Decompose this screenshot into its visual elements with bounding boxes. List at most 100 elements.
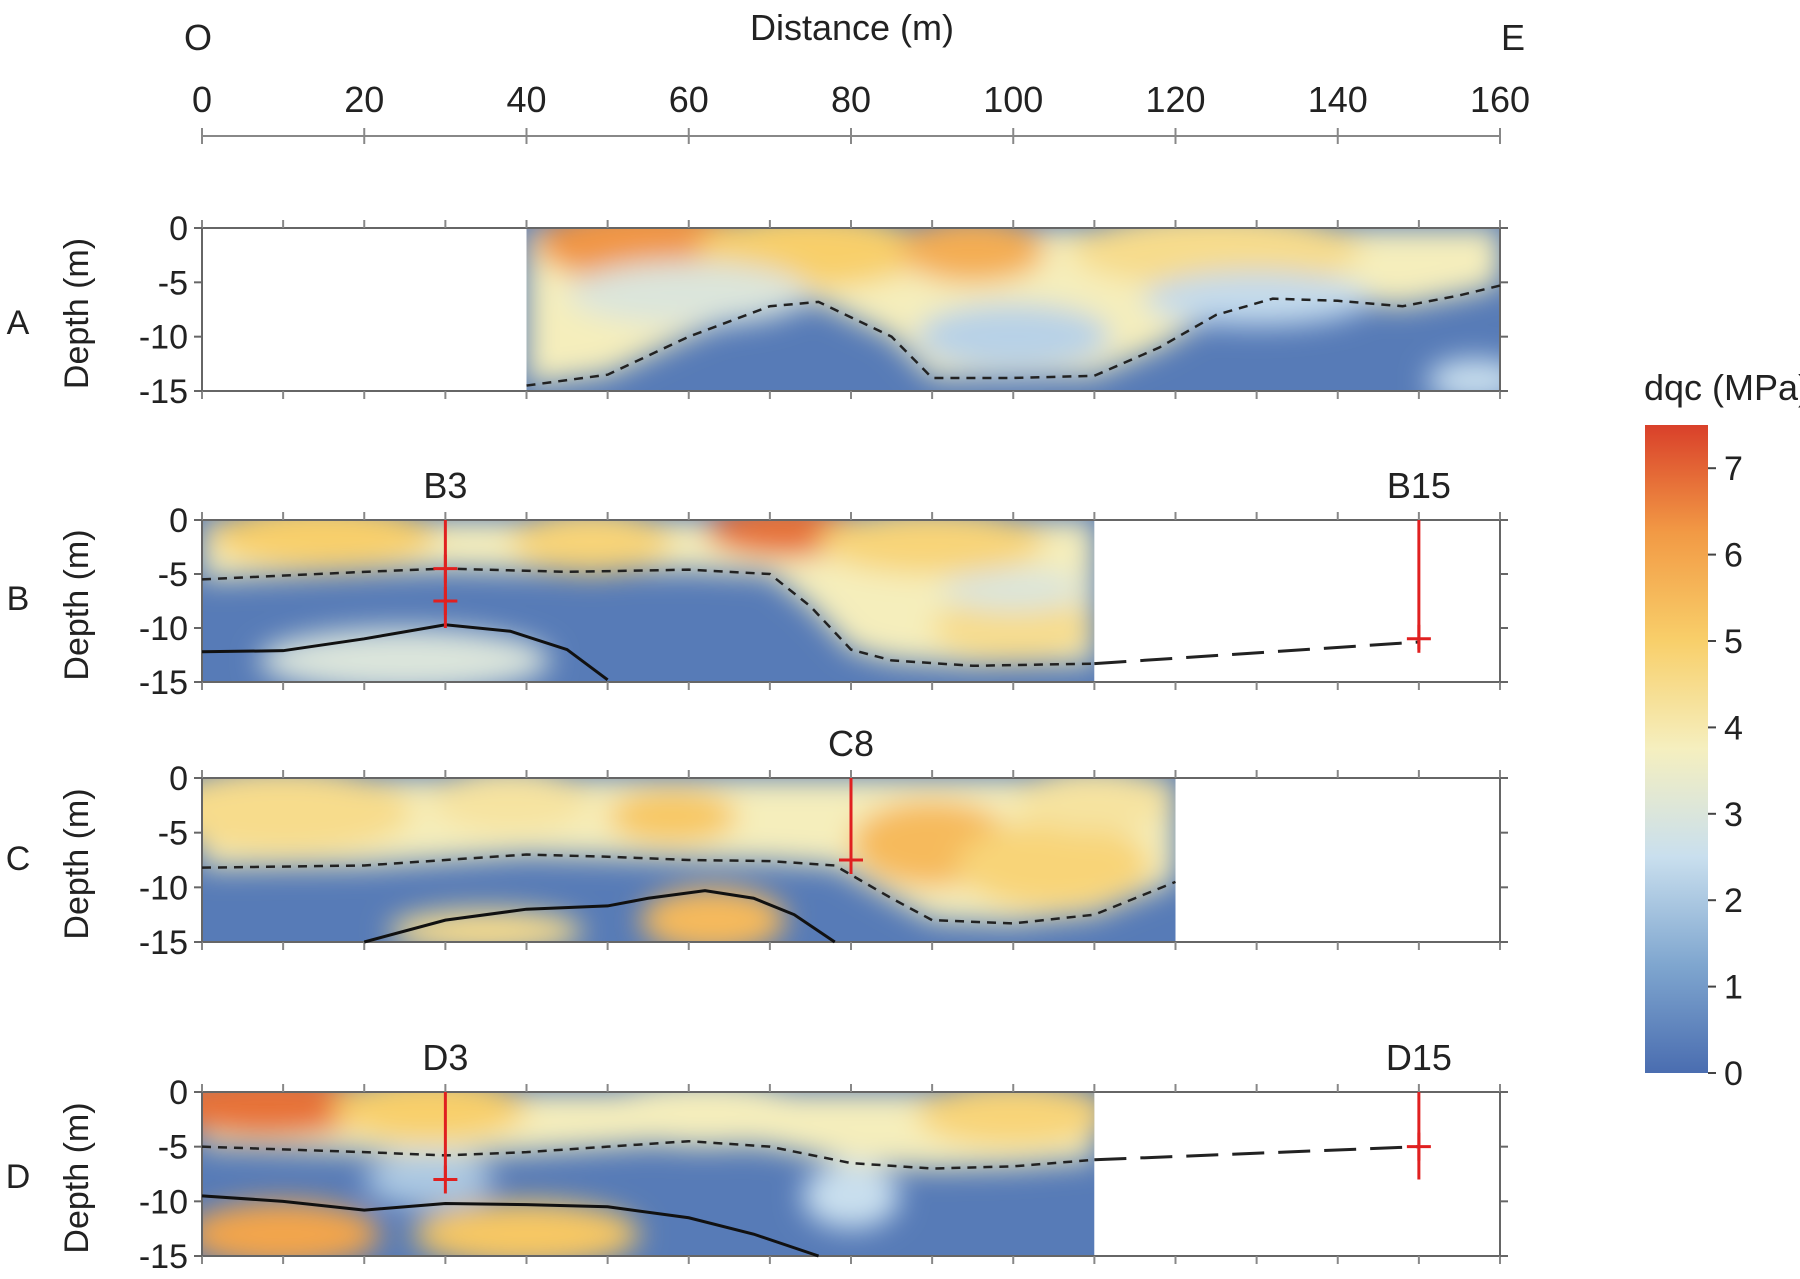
panel-letter: B bbox=[7, 580, 30, 618]
heatmap-blob bbox=[915, 304, 1111, 370]
depth-tick-label: -10 bbox=[139, 610, 188, 648]
dashed-boundary-line bbox=[201, 853, 1176, 925]
heatmap-field bbox=[202, 520, 1095, 682]
distance-axis-title: Distance (m) bbox=[750, 7, 954, 48]
panel-letter: D bbox=[6, 1158, 31, 1196]
panel-d: 0 -5 -10 -15 Depth (m) D D3 D15 bbox=[6, 1037, 1508, 1276]
distance-axis-ticks: 0 20 40 60 80 100 120 140 160 bbox=[192, 79, 1530, 144]
depth-tick-label: -5 bbox=[158, 264, 188, 302]
extrapolated-boundary-line bbox=[1094, 640, 1419, 666]
cpt-label: D15 bbox=[1386, 1037, 1452, 1078]
heatmap-blob bbox=[331, 1092, 527, 1142]
depth-axis-title: Depth (m) bbox=[58, 1102, 96, 1253]
depth-tick-label: 0 bbox=[169, 210, 188, 248]
heatmap-blob bbox=[258, 628, 551, 682]
depth-tick-label: -5 bbox=[158, 1129, 188, 1167]
heatmap-blob bbox=[510, 520, 673, 574]
depth-tick-label: -10 bbox=[139, 319, 188, 357]
heatmap-field bbox=[202, 778, 1176, 942]
heatmap-blob bbox=[802, 1163, 900, 1229]
colorbar-tick-label: 7 bbox=[1724, 450, 1743, 488]
heatmap-blobs bbox=[526, 228, 1500, 391]
distance-tick-label: 20 bbox=[344, 79, 384, 120]
depth-axis-title: Depth (m) bbox=[58, 238, 96, 389]
panel-a: 0 -5 -10 -15 Depth (m) A bbox=[7, 210, 1508, 411]
distance-tick-label: 120 bbox=[1145, 79, 1205, 120]
depth-tick-label: 0 bbox=[169, 502, 188, 540]
panel-c: 0 -5 -10 -15 Depth (m) C C8 bbox=[6, 723, 1508, 962]
depth-tick-label: -15 bbox=[139, 1238, 188, 1276]
origin-label: O bbox=[184, 17, 212, 58]
depth-tick-label: -15 bbox=[139, 664, 188, 702]
solid-boundary-line bbox=[201, 1194, 820, 1258]
heatmap-blobs bbox=[202, 778, 1176, 942]
distance-axis: Distance (m) O E 0 20 40 60 80 100 120 140 160 bbox=[184, 7, 1530, 144]
heatmap-blob bbox=[915, 1092, 1095, 1147]
colorbar-tick-label: 2 bbox=[1724, 882, 1743, 920]
cpt-label: D3 bbox=[422, 1037, 468, 1078]
distance-tick-label: 60 bbox=[669, 79, 709, 120]
heatmap-field bbox=[526, 228, 1500, 391]
depth-tick-label: -10 bbox=[139, 869, 188, 907]
colorbar-ticks: 0 1 2 3 4 5 6 7 bbox=[1708, 450, 1743, 1093]
depth-axis-title: Depth (m) bbox=[58, 788, 96, 939]
distance-tick-label: 160 bbox=[1470, 79, 1530, 120]
heatmap-blob bbox=[202, 778, 413, 855]
heatmap-blob bbox=[591, 1092, 819, 1147]
depth-axis-title: Depth (m) bbox=[58, 529, 96, 680]
heatmap-blob bbox=[1143, 271, 1371, 326]
heatmap-blob bbox=[956, 821, 1152, 910]
heatmap-blob bbox=[210, 520, 438, 569]
distance-tick-label: 140 bbox=[1308, 79, 1368, 120]
heatmap-blob bbox=[932, 595, 1095, 661]
heatmap-blob bbox=[202, 1201, 381, 1256]
colorbar-tick-label: 0 bbox=[1724, 1055, 1743, 1093]
distance-tick-label: 40 bbox=[506, 79, 546, 120]
cpt-label: B15 bbox=[1387, 465, 1451, 506]
colorbar-tick-label: 5 bbox=[1724, 623, 1743, 661]
depth-tick-label: -15 bbox=[139, 924, 188, 962]
extrapolated-boundary-line bbox=[1094, 1145, 1419, 1162]
depth-tick-label: 0 bbox=[169, 760, 188, 798]
dashed-boundary-line bbox=[201, 567, 1095, 668]
dashed-boundary-line bbox=[526, 284, 1501, 387]
heatmap-blob bbox=[940, 568, 1087, 612]
colorbar-tick-label: 6 bbox=[1724, 537, 1743, 575]
heatmap-blob bbox=[412, 1201, 641, 1256]
heatmap-blobs bbox=[202, 1092, 1095, 1256]
distance-tick-label: 80 bbox=[831, 79, 871, 120]
heatmap-blob bbox=[607, 788, 738, 844]
heatmap-blobs bbox=[202, 520, 1095, 682]
colorbar-tick-label: 1 bbox=[1724, 969, 1743, 1007]
colorbar-gradient bbox=[1645, 425, 1708, 1073]
depth-tick-label: -15 bbox=[139, 373, 188, 411]
distance-tick-label: 100 bbox=[983, 79, 1043, 120]
heatmap-blob bbox=[429, 778, 592, 833]
panel-letter: C bbox=[6, 840, 31, 878]
heatmap-blob bbox=[818, 520, 1046, 574]
panel-letter: A bbox=[7, 304, 30, 342]
solid-boundary-line bbox=[363, 889, 836, 944]
heatmap-blob bbox=[1013, 778, 1176, 833]
depth-tick-label: -5 bbox=[158, 815, 188, 853]
heatmap-blob bbox=[388, 909, 584, 942]
heatmap-blob bbox=[1427, 358, 1500, 391]
depth-tick-label: -10 bbox=[139, 1183, 188, 1221]
heatmap-blob bbox=[567, 260, 811, 326]
heatmap-field bbox=[202, 1092, 1095, 1256]
colorbar: dqc (MPa) 0 1 2 3 4 5 6 7 bbox=[1644, 367, 1800, 1093]
colorbar-tick-label: 4 bbox=[1724, 709, 1743, 747]
colorbar-tick-label: 3 bbox=[1724, 796, 1743, 834]
heatmap-panels: 0 -5 -10 -15 Depth (m) A 0 -5 -10 -15 Depth (m) B B3… bbox=[6, 210, 1508, 1276]
heatmap-blob bbox=[899, 228, 1046, 283]
cpt-label: B3 bbox=[423, 465, 467, 506]
heatmap-blob bbox=[640, 887, 787, 942]
panel-b: 0 -5 -10 -15 Depth (m) B B3 B15 bbox=[7, 465, 1508, 702]
dashed-boundary-line bbox=[201, 1139, 1095, 1170]
colorbar-title: dqc (MPa) bbox=[1644, 367, 1800, 408]
depth-tick-label: -5 bbox=[158, 556, 188, 594]
cpt-label: C8 bbox=[828, 723, 874, 764]
distance-tick-label: 0 bbox=[192, 79, 212, 120]
east-label: E bbox=[1501, 17, 1525, 58]
